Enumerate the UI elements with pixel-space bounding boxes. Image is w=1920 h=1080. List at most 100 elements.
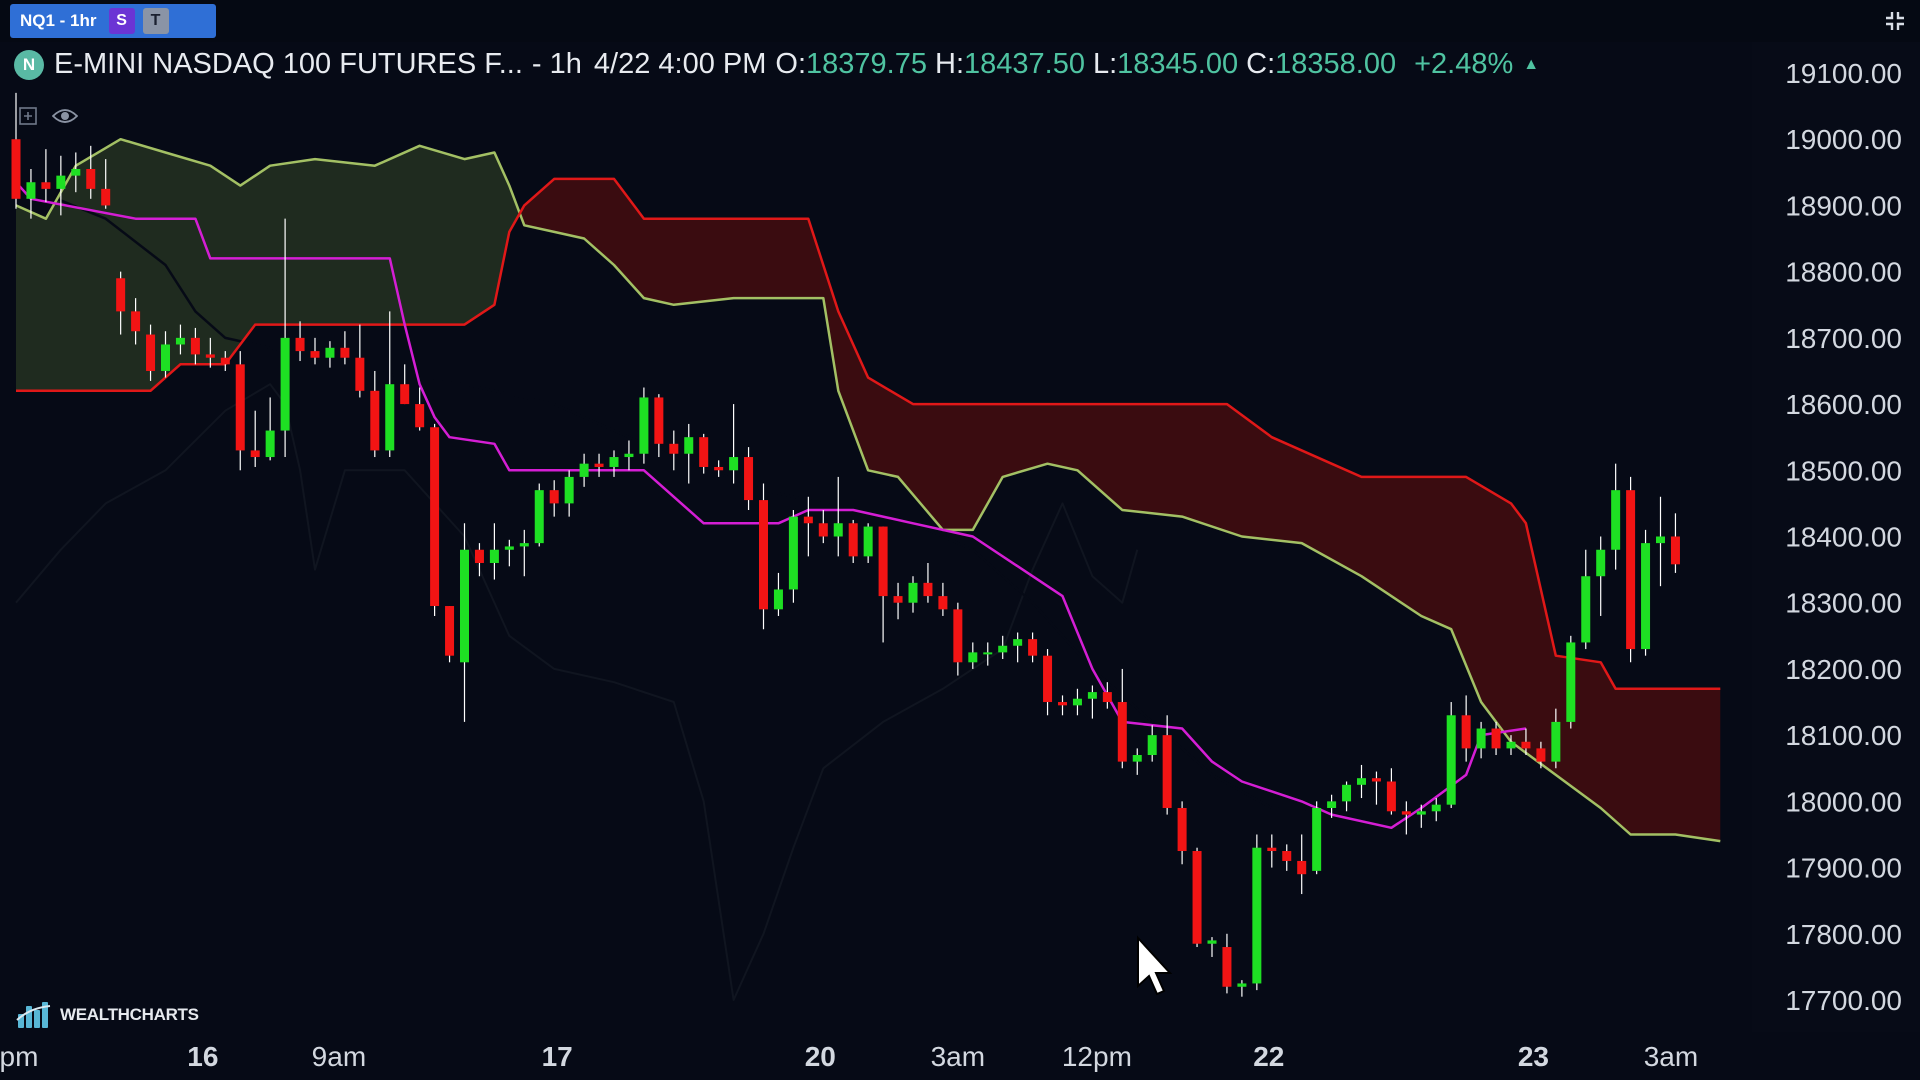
time-tick-label: 3am bbox=[1644, 1041, 1698, 1072]
candle-body bbox=[400, 384, 410, 405]
template-badge[interactable]: T bbox=[142, 8, 169, 34]
candle-body bbox=[938, 596, 948, 610]
cloud-bear bbox=[520, 178, 1721, 842]
price-chart[interactable]: 19100.00 19000.00 18900.00 18800.00 18700.00… bbox=[0, 42, 1920, 1080]
leading-span-a-line bbox=[15, 137, 1721, 843]
candle-body bbox=[385, 384, 395, 451]
collapse-icon[interactable] bbox=[1884, 10, 1906, 32]
candle-body bbox=[983, 652, 993, 655]
candle-body bbox=[1596, 549, 1606, 577]
candle-body bbox=[26, 182, 36, 199]
candle-body bbox=[250, 450, 260, 458]
candle-body bbox=[744, 457, 754, 501]
candle-body bbox=[131, 311, 141, 332]
candle-body bbox=[1087, 692, 1097, 699]
candle-body bbox=[295, 337, 305, 352]
open-label: O: bbox=[775, 48, 807, 80]
candle-body bbox=[699, 437, 709, 467]
candle-body bbox=[190, 337, 200, 355]
candle-body bbox=[340, 347, 350, 358]
candle-body bbox=[11, 139, 21, 199]
candle-body bbox=[998, 645, 1008, 653]
chart-header: N E-MINI NASDAQ 100 FUTURES F... - 1h 4/… bbox=[14, 48, 1539, 81]
candle-body bbox=[1416, 811, 1426, 815]
candle-body bbox=[549, 490, 559, 504]
price-tick-label: 18100.00 bbox=[1785, 720, 1902, 751]
candle-body bbox=[489, 549, 499, 563]
mouse-cursor-icon bbox=[1137, 935, 1173, 996]
candle-body bbox=[101, 188, 111, 206]
candle-body bbox=[878, 526, 888, 597]
candle-body bbox=[205, 354, 215, 358]
candle-body bbox=[370, 390, 380, 451]
candle-body bbox=[325, 347, 335, 358]
candle-body bbox=[848, 523, 858, 557]
candle-body bbox=[669, 443, 679, 454]
candle-body bbox=[56, 175, 66, 189]
conversion-line bbox=[15, 181, 1527, 830]
price-tick-label: 18900.00 bbox=[1785, 190, 1902, 221]
time-tick-label: pm bbox=[0, 1041, 38, 1072]
candle-body bbox=[1162, 735, 1172, 808]
candle-body bbox=[1401, 811, 1411, 815]
candle-body bbox=[1267, 847, 1277, 852]
time-tick-label: 9am bbox=[312, 1041, 366, 1072]
chart-tools bbox=[18, 106, 79, 132]
candle-body bbox=[1147, 735, 1157, 756]
candle-body bbox=[445, 606, 455, 656]
candle-body bbox=[1117, 702, 1127, 762]
candle-body bbox=[310, 351, 320, 358]
interval-label: - 1h bbox=[531, 48, 582, 80]
price-tick-label: 18600.00 bbox=[1785, 389, 1902, 420]
lagging-span-line bbox=[15, 383, 1139, 1001]
candle-body bbox=[1013, 639, 1023, 646]
price-tick-label: 18800.00 bbox=[1785, 257, 1902, 288]
candle-body bbox=[1656, 536, 1665, 544]
candle-body bbox=[474, 549, 484, 563]
candle-body bbox=[654, 397, 664, 444]
candle-body bbox=[1357, 778, 1366, 785]
candle-body bbox=[1072, 698, 1082, 706]
close-value: 18358.00 bbox=[1275, 48, 1397, 80]
candle-body bbox=[1551, 721, 1561, 762]
price-tick-label: 18400.00 bbox=[1785, 522, 1902, 553]
candle-body bbox=[908, 582, 918, 603]
candle-body bbox=[71, 169, 81, 176]
candle-body bbox=[1611, 490, 1621, 550]
candle-body bbox=[833, 523, 843, 537]
candle-body bbox=[1641, 543, 1651, 650]
candle-body bbox=[639, 397, 649, 454]
candle-body bbox=[504, 546, 514, 550]
price-tick-label: 19100.00 bbox=[1785, 58, 1902, 89]
low-value: 18345.00 bbox=[1117, 48, 1239, 80]
eye-icon[interactable] bbox=[51, 106, 79, 132]
candle-body bbox=[519, 543, 529, 547]
price-tick-label: 17700.00 bbox=[1785, 985, 1902, 1016]
watermark-text: WEALTHCHARTS bbox=[60, 1005, 199, 1024]
candle-body bbox=[1521, 741, 1531, 749]
price-tick-label: 18200.00 bbox=[1785, 654, 1902, 685]
candle-body bbox=[1132, 755, 1142, 762]
bar-datetime: 4/22 4:00 PM bbox=[593, 48, 767, 80]
candle-body bbox=[818, 523, 828, 537]
study-badge[interactable]: S bbox=[108, 8, 135, 34]
price-axis-background bbox=[1752, 42, 1920, 1032]
candle-body bbox=[1566, 642, 1576, 722]
candle-body bbox=[564, 476, 574, 504]
price-tick-label: 18300.00 bbox=[1785, 588, 1902, 619]
time-tick-label: 12pm bbox=[1062, 1041, 1132, 1072]
candle-body bbox=[788, 516, 798, 590]
time-tick-label: 22 bbox=[1253, 1041, 1284, 1072]
candle-body bbox=[1446, 715, 1456, 805]
candle-body bbox=[1102, 692, 1112, 703]
candle-body bbox=[220, 357, 230, 365]
candle-body bbox=[684, 437, 694, 454]
candle-body bbox=[161, 344, 170, 371]
time-tick-label: 20 bbox=[805, 1041, 836, 1072]
candle-body bbox=[893, 596, 903, 603]
symbol-tab[interactable]: NQ1 - 1hr S T bbox=[10, 4, 216, 38]
time-tick-label: 16 bbox=[187, 1041, 218, 1072]
candle-body bbox=[594, 463, 604, 467]
plus-square-icon[interactable] bbox=[18, 106, 38, 132]
candle-body bbox=[116, 278, 126, 312]
